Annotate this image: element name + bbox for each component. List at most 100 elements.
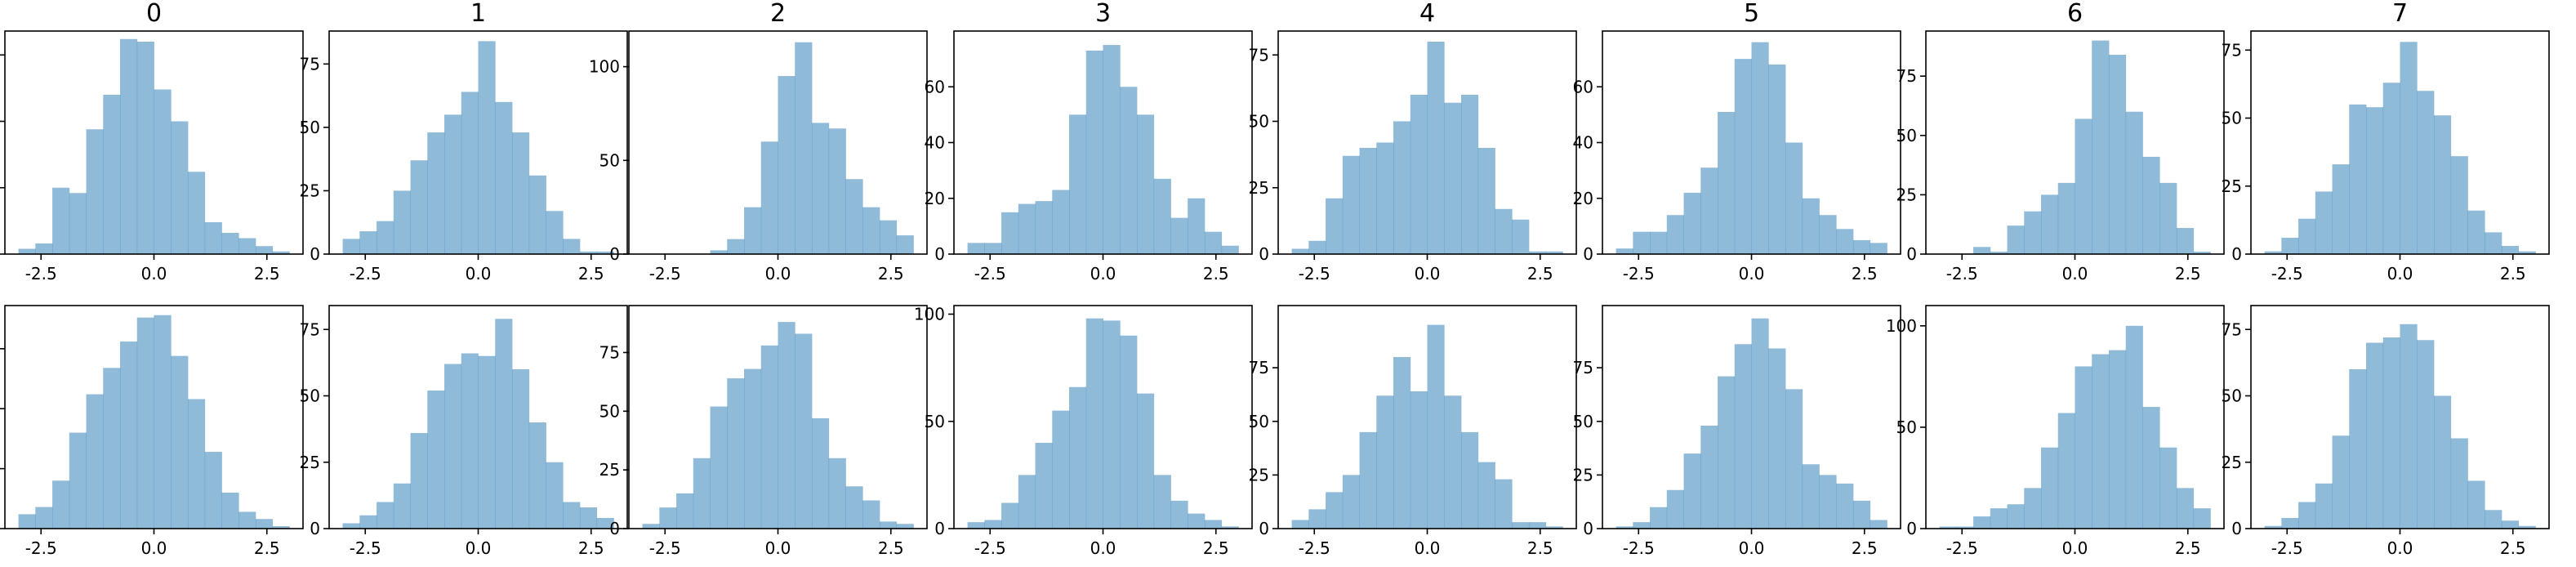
x-tick-label: 0.0: [141, 538, 167, 558]
histogram-panel-r1-c7: -2.5 0.0 2.5 0 25 50 75: [2222, 305, 2550, 558]
y-tick-label: 25: [2222, 453, 2242, 472]
histogram-bar: [579, 251, 598, 254]
histogram-bar: [1069, 386, 1087, 529]
column-title-6: 6: [2067, 0, 2083, 28]
histogram-bar: [2176, 228, 2195, 254]
histogram-bar: [1650, 507, 1668, 529]
histogram-bar: [1616, 526, 1633, 529]
histogram-bar: [1153, 475, 1171, 529]
histogram-panel-r1-c1: -2.5 0.0 2.5 0 25 50 75: [300, 305, 628, 558]
histogram-bar: [1170, 217, 1188, 254]
histogram-bar: [2057, 413, 2075, 529]
y-tick-label: 100: [589, 57, 620, 77]
histogram-bar: [1650, 231, 1668, 254]
histogram-bar: [2281, 238, 2299, 254]
histogram-bar: [2332, 164, 2350, 254]
histogram-bar: [1188, 513, 1206, 529]
histogram-bar: [171, 355, 189, 529]
y-tick-label: 50: [1573, 412, 1593, 431]
histogram-bar: [1495, 479, 1513, 529]
histogram-bar: [461, 353, 479, 529]
y-tick-label: 0: [609, 519, 620, 538]
histogram-bar: [879, 220, 898, 254]
histogram-bar: [744, 207, 762, 254]
y-tick-label: 25: [1249, 465, 1269, 484]
histogram-bar: [2315, 483, 2333, 529]
histogram-bar: [1718, 111, 1736, 254]
histogram-panel-r1-c6: -2.5 0.0 2.5 0 50 100: [1886, 305, 2225, 558]
histogram-bar: [1819, 215, 1837, 254]
histogram-bar: [1852, 239, 1871, 254]
y-tick-label: 0: [1583, 244, 1593, 264]
histogram-bar: [984, 243, 1002, 254]
histogram-bar: [2450, 156, 2468, 254]
column-title-0: 0: [146, 0, 162, 28]
y-tick-label: 50: [925, 412, 945, 431]
histogram-bar: [120, 342, 138, 529]
histogram-bar: [967, 243, 985, 254]
histogram-bar: [2400, 42, 2418, 254]
histogram-bar: [1204, 520, 1223, 529]
histogram-bar: [845, 179, 863, 254]
histogram-bar: [896, 235, 914, 254]
x-tick-label: 0.0: [1739, 538, 1765, 558]
histogram-bar: [2024, 211, 2042, 254]
histogram-bar: [1153, 178, 1171, 254]
histogram-bar: [2433, 395, 2452, 529]
x-tick-label: 0.0: [141, 264, 167, 284]
histogram-bar: [760, 141, 778, 254]
histogram-bar: [2382, 83, 2400, 254]
histogram-bar: [2092, 40, 2110, 255]
histogram-bar: [2518, 251, 2536, 254]
histogram-bar: [2142, 407, 2160, 529]
histogram-bar: [495, 101, 513, 254]
histogram-bar: [359, 231, 377, 254]
histogram-bar: [1512, 219, 1530, 254]
histogram-bar: [52, 187, 70, 254]
histogram-bar: [204, 222, 222, 254]
histogram-bar: [727, 378, 745, 529]
y-tick-label: 25: [599, 460, 620, 480]
x-tick-label: 2.5: [254, 264, 280, 284]
x-tick-label: 2.5: [578, 264, 604, 284]
histogram-bar: [1768, 348, 1786, 529]
histogram-bar: [495, 319, 513, 529]
histogram-bar: [563, 239, 581, 254]
histogram-bar: [2108, 55, 2127, 254]
x-tick-label: 0.0: [1090, 538, 1116, 558]
histogram-bar: [377, 502, 394, 529]
x-tick-label: 2.5: [878, 264, 904, 284]
x-tick-label: 2.5: [2500, 264, 2526, 284]
x-tick-label: -2.5: [350, 538, 381, 558]
histogram-bar: [478, 355, 496, 529]
histogram-panel-r1-c4: -2.5 0.0 2.5 0 25 50 75: [1249, 305, 1577, 558]
x-tick-label: 2.5: [2500, 538, 2526, 558]
histogram-bar: [1170, 500, 1188, 529]
histogram-bar: [427, 132, 445, 254]
histogram-bar: [896, 524, 914, 529]
y-tick-label: 100: [1886, 316, 1917, 336]
histogram-bar: [2417, 340, 2435, 529]
histogram-bar: [828, 128, 846, 254]
histogram-panel-r1-c3: -2.5 0.0 2.5 0 50 100: [914, 305, 1253, 558]
histogram-bar: [103, 95, 121, 254]
y-tick-label: 0: [1259, 244, 1269, 264]
y-tick-label: 60: [925, 77, 945, 96]
y-tick-label: 25: [1573, 465, 1593, 484]
histogram-bar: [1734, 59, 1752, 255]
histogram-bar: [2041, 447, 2059, 529]
histogram-bar: [1359, 431, 1377, 529]
histogram-bar: [760, 345, 778, 529]
histogram-bar: [596, 251, 614, 254]
histogram-bar: [255, 519, 274, 529]
histogram-bar: [984, 520, 1002, 529]
histogram-bar: [1666, 215, 1684, 254]
histogram-bar: [1545, 526, 1563, 529]
x-tick-label: -2.5: [649, 538, 681, 558]
column-title-7: 7: [2392, 0, 2408, 28]
histogram-panel-r0-c2: -2.5 0.0 2.5 0 50 100: [589, 30, 928, 284]
histogram-bar: [778, 322, 796, 529]
histogram-bar: [1444, 395, 1462, 529]
